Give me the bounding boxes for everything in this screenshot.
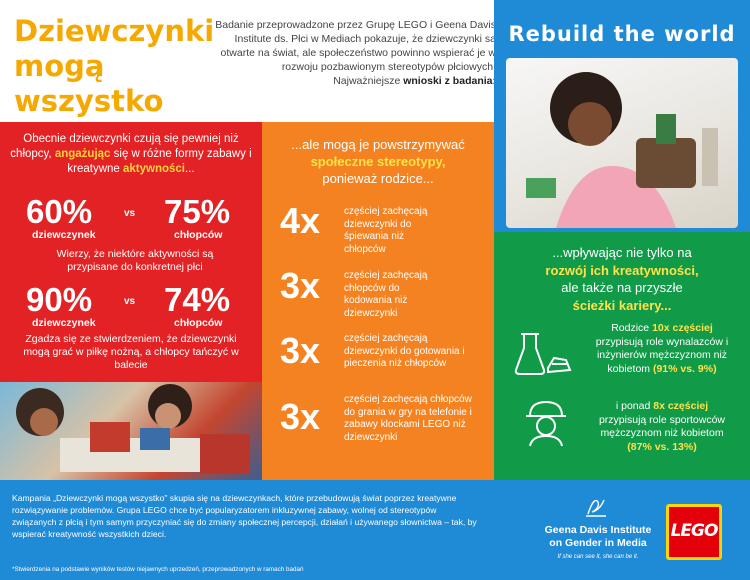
orange-heading-line-1: ...ale mogą je powstrzymywać	[291, 137, 465, 152]
stat2-girls-label: dziewczynek	[32, 317, 96, 329]
red-intro-text: Obecnie dziewczynki czują się pewniej ni…	[10, 132, 252, 177]
green-heading-bold-2: ścieżki kariery...	[572, 297, 672, 313]
red-intro-part-3: ...	[185, 163, 195, 175]
career-stat-2-pre: i ponad	[615, 400, 654, 412]
photo-girl-playing	[506, 58, 738, 228]
partner-name: Geena Davis Institute on Gender in Media	[538, 524, 658, 550]
career-stat-1-bold: 10x częściej	[652, 322, 713, 334]
stat1-girls-label: dziewczynek	[32, 229, 96, 241]
partner-name-line-2: on Gender in Media	[549, 537, 647, 549]
slogan-panel: Rebuild the world	[494, 0, 750, 232]
title-line-2: mogą	[14, 49, 105, 83]
career-stat-1-text: przypisują role wynalazców i inżynierów …	[595, 335, 729, 375]
stat1-boys-value: 75%	[164, 193, 231, 230]
orange-heading: ...ale mogą je powstrzymywać społeczne s…	[272, 136, 484, 187]
career-stat-2-bold: 8x częściej	[653, 400, 709, 412]
title-line-3: wszystko	[14, 84, 164, 118]
footnote: *Stwierdzenia na podstawie wyników testó…	[12, 566, 304, 573]
factor-1-text: częściej zachęcają dziewczynki do śpiewa…	[344, 206, 428, 255]
green-heading-line-3: ale także na przyszłe	[561, 280, 683, 295]
lab-flask-icon	[514, 330, 574, 385]
stereotypes-panel: ...ale mogą je powstrzymywać społeczne s…	[262, 122, 494, 480]
factor-4-value: 3x	[280, 396, 321, 437]
red-intro-bold-2: aktywności	[123, 163, 185, 175]
red-intro-bold-1: angażując	[54, 148, 111, 160]
factor-2-text: częściej zachęcają chłopców do kodowania…	[344, 270, 428, 319]
factor-3-text: częściej zachęcają dziewczynki do gotowa…	[344, 333, 465, 369]
green-heading: ...wpływając nie tylko na rozwój ich kre…	[504, 244, 740, 314]
career-stat-2-ratio: (87% vs. 13%)	[627, 440, 697, 453]
stat1-vs: vs	[124, 208, 136, 219]
career-stat-1: Rodzice 10x częściej przypisują role wyn…	[592, 322, 732, 376]
lego-logo-text: LEGO	[670, 521, 719, 541]
factor-2-value: 3x	[280, 265, 321, 306]
partner-tagline: If she can see it, she can be it.	[557, 554, 639, 560]
factor-4-text: częściej zachęcają chłopców do grania w …	[344, 394, 472, 443]
career-stat-1-ratio: (91% vs. 9%)	[652, 362, 717, 375]
stat2-note: Zgadza się ze stwierdzeniem, że dziewczy…	[23, 333, 239, 371]
title-line-1: Dziewczynki	[14, 14, 215, 48]
career-stat-1-pre: Rodzice	[611, 322, 653, 334]
worker-helmet-icon	[524, 398, 568, 453]
green-heading-line-1: ...wpływając nie tylko na	[552, 245, 692, 260]
stat2-girls-value: 90%	[26, 281, 93, 318]
stat2-vs: vs	[124, 296, 136, 307]
stat1-girls-value: 60%	[26, 193, 93, 230]
geena-davis-signature-logo	[584, 494, 608, 525]
factor-1-value: 4x	[280, 200, 321, 241]
header-title-area: Dziewczynki mogą wszystko	[0, 0, 215, 122]
career-panel: ...wpływając nie tylko na rozwój ich kre…	[494, 232, 750, 480]
career-stat-2: i ponad 8x częściej przypisują role spor…	[592, 400, 732, 454]
stat1-note: Wierzy, że niektóre aktywności są przypi…	[56, 248, 214, 273]
stat1-boys-label: chłopców	[174, 229, 223, 241]
photo-kids-building	[0, 382, 262, 480]
orange-heading-bold: społeczne stereotypy,	[310, 154, 446, 169]
page-title: Dziewczynki mogą wszystko	[14, 14, 215, 119]
intro-paragraph: Badanie przeprowadzone przez Grupę LEGO …	[214, 18, 496, 88]
stat2-boys-label: chłopców	[174, 317, 223, 329]
orange-heading-line-3: ponieważ rodzice...	[322, 171, 434, 186]
lego-logo: LEGO	[666, 504, 722, 560]
green-heading-bold-1: rozwój ich kreatywności,	[545, 262, 699, 278]
red-intro-part-2: się w różne formy zabawy i kreatywne	[67, 148, 252, 175]
factor-3-value: 3x	[280, 330, 321, 371]
red-intro-part-1: Obecnie dziewczynki czują się pewniej ni…	[10, 133, 239, 160]
slogan: Rebuild the world	[508, 22, 736, 46]
partner-name-line-1: Geena Davis Institute	[544, 524, 652, 536]
campaign-description: Kampania „Dziewczynki mogą wszystko" sku…	[12, 493, 477, 539]
stat2-boys-value: 74%	[164, 281, 231, 318]
confidence-panel: Obecnie dziewczynki czują się pewniej ni…	[0, 122, 262, 382]
footer: Kampania „Dziewczynki mogą wszystko" sku…	[0, 480, 750, 580]
career-stat-2-text: przypisują role sportowców mężczyznom ni…	[598, 413, 726, 440]
intro-bold: wnioski z badania:	[403, 75, 496, 87]
intro-text: Badanie przeprowadzone przez Grupę LEGO …	[215, 19, 496, 87]
